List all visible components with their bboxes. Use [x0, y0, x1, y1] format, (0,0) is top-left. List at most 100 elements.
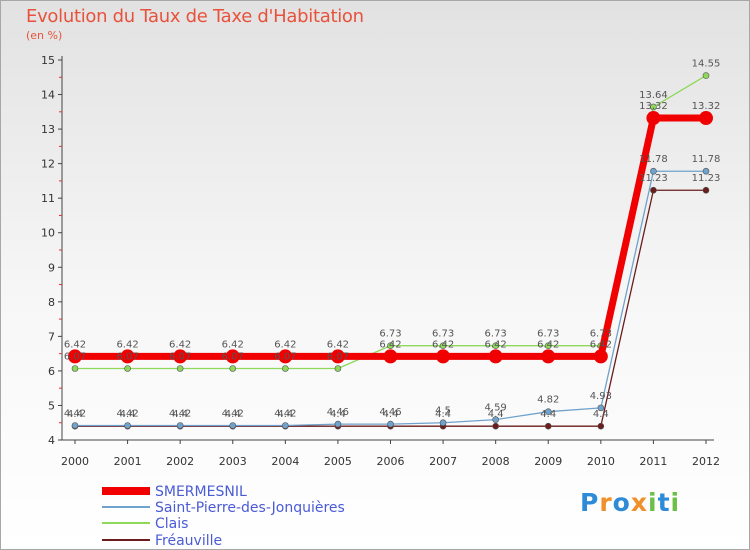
data-label: 4.4 [67, 409, 83, 420]
data-point [282, 365, 289, 372]
logo-letter: x [630, 488, 648, 517]
data-point [387, 342, 394, 349]
data-point [124, 365, 131, 372]
data-point [173, 349, 188, 364]
y-tick-label: 11 [41, 192, 55, 205]
data-point [544, 408, 552, 415]
data-point [282, 422, 289, 429]
data-point [593, 349, 608, 364]
data-label: 11.23 [639, 173, 668, 184]
data-point [597, 404, 605, 412]
data-label: 13.32 [639, 101, 668, 112]
data-point [650, 167, 657, 175]
y-tick-label: 10 [41, 227, 55, 240]
data-label: 4.5 [435, 406, 451, 417]
x-tick-label: 2010 [587, 455, 615, 468]
data-label: 13.32 [692, 101, 721, 112]
x-tick-label: 2012 [692, 455, 720, 468]
data-label: 13.64 [639, 90, 668, 101]
data-label: 6.07 [64, 351, 86, 362]
data-label: 4.42 [64, 408, 86, 419]
data-point [702, 167, 710, 175]
x-tick-label: 2008 [482, 455, 510, 468]
data-point [492, 416, 499, 423]
x-tick-label: 2007 [429, 455, 457, 468]
data-point [699, 111, 713, 126]
data-label: 6.07 [274, 351, 296, 362]
legend-label: SMERMESNIL [155, 484, 247, 500]
data-point [597, 422, 605, 430]
data-point [650, 103, 657, 111]
y-tick-label: 15 [41, 54, 55, 67]
data-label: 6.42 [485, 339, 507, 350]
data-label: 4.4 [120, 409, 136, 420]
data-label: 11.23 [692, 173, 721, 184]
data-point [71, 365, 79, 372]
y-tick-label: 14 [41, 89, 55, 102]
data-label: 4.46 [327, 407, 349, 418]
x-tick-label: 2004 [271, 455, 299, 468]
data-label: 6.42 [590, 339, 612, 350]
data-point [229, 365, 237, 372]
data-point [334, 365, 342, 372]
x-tick-label: 2003 [219, 455, 247, 468]
y-tick-label: 5 [48, 399, 55, 412]
data-label: 11.78 [692, 154, 721, 165]
data-label: 6.73 [537, 329, 559, 340]
data-label: 4.4 [593, 409, 609, 420]
chart-subtitle: (en %) [26, 29, 63, 42]
data-label: 4.59 [485, 403, 507, 414]
data-label: 6.07 [169, 351, 191, 362]
logo-letter: o [612, 488, 631, 517]
x-tick-label: 2002 [166, 455, 194, 468]
data-label: 4.4 [383, 409, 399, 420]
proxiti-logo: Proxiti [580, 488, 680, 517]
data-label: 6.73 [379, 329, 401, 340]
data-label: 6.07 [116, 351, 138, 362]
data-point [492, 342, 499, 349]
series-line-0 [71, 114, 710, 360]
data-point [488, 349, 503, 364]
data-label: 4.4 [277, 409, 293, 420]
logo-letter: r [599, 488, 613, 517]
data-label: 11.78 [639, 154, 668, 165]
y-tick-label: 9 [48, 261, 55, 274]
logo-letter: i [670, 488, 681, 517]
data-point [71, 422, 79, 429]
legend-label: Fréauville [155, 533, 222, 549]
data-point [278, 349, 293, 364]
data-label: 4.82 [537, 395, 559, 406]
x-tick-label: 2011 [639, 455, 667, 468]
data-label: 6.07 [222, 351, 244, 362]
logo-letter: P [580, 488, 600, 517]
data-point [225, 349, 240, 364]
data-point [702, 72, 710, 79]
data-point [439, 342, 447, 349]
logo-letter: t [657, 488, 671, 517]
data-label: 4.42 [169, 408, 191, 419]
legend-label: Saint-Pierre-des-Jonquières [155, 500, 345, 516]
x-tick-label: 2001 [114, 455, 142, 468]
data-label: 4.42 [222, 408, 244, 419]
data-point [702, 186, 710, 194]
data-point [541, 349, 556, 364]
data-label: 6.42 [274, 339, 296, 350]
data-point [229, 422, 237, 429]
data-label: 6.42 [379, 339, 401, 350]
data-label: 6.42 [222, 339, 244, 350]
data-label: 4.4 [540, 409, 556, 420]
data-label: 4.4 [435, 409, 451, 420]
data-point [436, 349, 451, 364]
data-label: 6.42 [327, 339, 349, 350]
y-tick-label: 6 [48, 365, 55, 378]
data-point [544, 342, 552, 349]
logo-letter: i [648, 488, 658, 517]
y-tick-label: 4 [48, 434, 55, 447]
data-point [120, 349, 135, 364]
x-tick-label: 2009 [534, 455, 562, 468]
chart-title: Evolution du Taux de Taxe d'Habitation [26, 6, 364, 27]
x-tick-label: 2006 [377, 455, 405, 468]
data-point [176, 365, 184, 372]
